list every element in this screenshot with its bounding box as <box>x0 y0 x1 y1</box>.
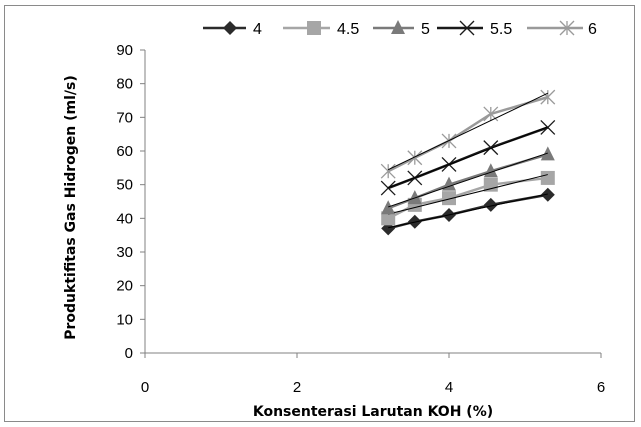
legend-item-4: 4 <box>203 21 262 38</box>
data-point <box>540 187 555 202</box>
legend-marker <box>459 20 475 36</box>
triangle-marker <box>391 20 405 34</box>
x-tick-label: 4 <box>445 379 453 396</box>
data-point <box>381 200 396 215</box>
legend-marker <box>223 21 237 35</box>
y-tick-label: 20 <box>116 278 133 295</box>
x-marker-stroke <box>540 119 556 135</box>
triangle-marker <box>381 200 396 215</box>
series-4 <box>381 187 555 236</box>
y-tick-label: 10 <box>116 311 133 328</box>
y-tick-label: 0 <box>125 345 133 362</box>
y-tick-label: 50 <box>116 177 133 194</box>
data-point <box>442 191 456 206</box>
trendline <box>388 152 548 208</box>
data-point <box>380 163 396 179</box>
data-point <box>540 89 556 105</box>
legend-item-5-5: 5.5 <box>437 20 512 38</box>
data-point <box>483 197 498 212</box>
square-marker <box>540 170 555 185</box>
trendline <box>387 92 549 171</box>
legend-label: 6 <box>588 21 597 38</box>
plot-area <box>380 89 556 236</box>
y-tick-label: 40 <box>116 210 133 227</box>
data-point <box>483 106 499 122</box>
data-point <box>407 150 423 166</box>
x-axis-title: Konsenterasi Larutan KOH (%) <box>253 404 493 420</box>
data-point <box>540 119 556 135</box>
trendline <box>388 126 548 189</box>
data-point <box>540 170 555 185</box>
series-6 <box>380 89 556 179</box>
data-point <box>483 140 499 156</box>
data-point <box>380 180 396 196</box>
legend-marker <box>559 20 575 36</box>
data-point <box>381 211 396 226</box>
legend-label: 4 <box>253 21 262 38</box>
diamond-marker <box>223 21 237 35</box>
y-tick-label: 90 <box>116 42 133 59</box>
square-marker <box>381 211 396 226</box>
series-5 <box>381 146 555 215</box>
y-axis-title: Produktifitas Gas Hidrogen (ml/s) <box>63 75 79 340</box>
series-5-5 <box>380 119 556 196</box>
legend-item-5: 5 <box>373 20 430 38</box>
y-tick-label: 60 <box>116 143 133 160</box>
y-tick-label: 30 <box>116 244 133 261</box>
triangle-marker <box>407 190 422 205</box>
trendline <box>388 174 548 215</box>
x-tick-label: 0 <box>141 379 149 396</box>
legend-label: 5.5 <box>490 21 512 38</box>
x-marker-stroke <box>380 180 396 196</box>
x-marker-stroke <box>459 20 475 36</box>
axes: 0 10 20 30 40 50 60 70 80 90 0 2 4 6 <box>116 42 605 396</box>
x-marker-stroke <box>483 140 499 156</box>
x-tick-label: 2 <box>293 379 301 396</box>
series-4-5 <box>381 170 555 226</box>
y-tick-label: 80 <box>116 76 133 93</box>
legend-marker <box>307 21 321 35</box>
trendline <box>388 193 548 229</box>
diamond-marker <box>540 187 555 202</box>
square-marker <box>442 191 456 206</box>
legend-item-4-5: 4.5 <box>283 21 359 38</box>
data-point <box>407 190 422 205</box>
y-tick-label: 70 <box>116 109 133 126</box>
legend-label: 4.5 <box>337 21 359 38</box>
diamond-marker <box>483 197 498 212</box>
legend-item-6: 6 <box>527 20 597 38</box>
legend-marker <box>391 20 405 34</box>
legend-label: 5 <box>421 21 430 38</box>
legend: 4 4.5 5 5.5 6 <box>203 20 597 38</box>
x-tick-label: 6 <box>597 379 605 396</box>
square-marker <box>307 21 321 35</box>
